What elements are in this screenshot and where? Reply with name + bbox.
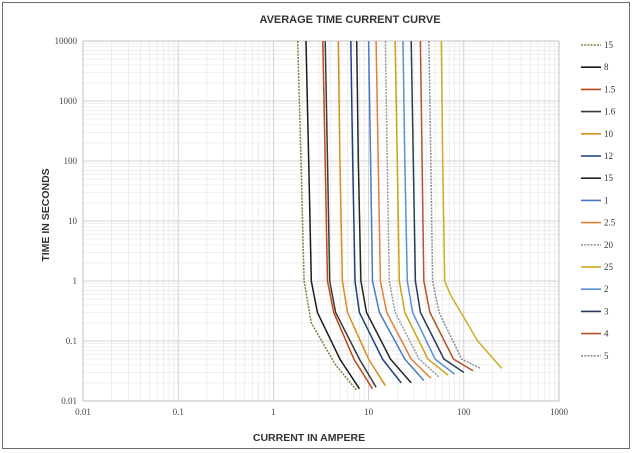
y-tick-label: 1	[73, 276, 78, 286]
legend-label: 2.5	[604, 218, 616, 228]
x-tick-label: 0.01	[75, 407, 91, 417]
legend-label: 10	[604, 129, 614, 139]
legend: 15 8 1.5 1.6 10 12 15 1 2.5 20 25 2 3 4 5	[581, 40, 616, 361]
series-line	[419, 40, 474, 372]
legend-label: 4	[604, 329, 609, 339]
y-tick-label: 1000	[59, 96, 78, 106]
y-tick-label: 0.01	[61, 396, 77, 406]
legend-label: 12	[604, 151, 613, 161]
series-line	[440, 40, 503, 369]
y-tick-label: 100	[64, 156, 78, 166]
series-line	[402, 40, 456, 375]
x-tick-label: 1	[271, 407, 276, 417]
series-line	[367, 40, 425, 381]
legend-label: 15	[604, 173, 614, 183]
series-line	[428, 40, 481, 370]
series-line	[394, 40, 449, 376]
series-line	[384, 40, 440, 378]
legend-label: 25	[604, 262, 614, 272]
legend-label: 8	[604, 62, 609, 72]
legend-label: 15	[604, 40, 614, 50]
series-line	[375, 40, 432, 379]
x-tick-label: 0.1	[173, 407, 184, 417]
series-line	[337, 40, 387, 387]
chart-title: AVERAGE TIME CURRENT CURVE	[259, 14, 440, 26]
legend-label: 1	[604, 195, 609, 205]
series-line	[324, 40, 377, 388]
y-tick-label: 10000	[55, 36, 78, 46]
tick-labels: 0.01 0.1 1 10 100 1000 0.01 0.1 1 10 100 1000 10000	[55, 36, 569, 417]
plot-border	[82, 40, 560, 402]
legend-label: 20	[604, 240, 614, 250]
series-line	[410, 40, 465, 374]
legend-label: 1.5	[604, 84, 616, 94]
series-line	[296, 40, 358, 391]
legend-label: 3	[604, 306, 609, 316]
chart-frame: 0.01 0.1 1 10 100 1000 0.01 0.1 1 10 100 1000 10000 …	[2, 2, 630, 449]
series-layer	[296, 40, 503, 391]
x-tick-label: 1000	[550, 407, 569, 417]
x-axis-title: CURRENT IN AMPERE	[253, 432, 365, 444]
y-tick-label: 0.1	[66, 336, 77, 346]
time-current-chart: 0.01 0.1 1 10 100 10000.010.1110100100010000 …	[40, 14, 616, 444]
grid	[82, 40, 560, 402]
series-line	[305, 40, 361, 390]
series-line	[355, 40, 412, 384]
series-line	[350, 40, 402, 384]
series-line	[322, 40, 374, 390]
y-axis-title: TIME IN SECONDS	[40, 168, 52, 261]
x-tick-label: 10	[364, 407, 374, 417]
x-tick-label: 100	[457, 407, 471, 417]
legend-label: 1.6	[604, 107, 616, 117]
y-tick-label: 10	[68, 216, 78, 226]
legend-label: 5	[604, 351, 609, 361]
legend-label: 2	[604, 284, 609, 294]
